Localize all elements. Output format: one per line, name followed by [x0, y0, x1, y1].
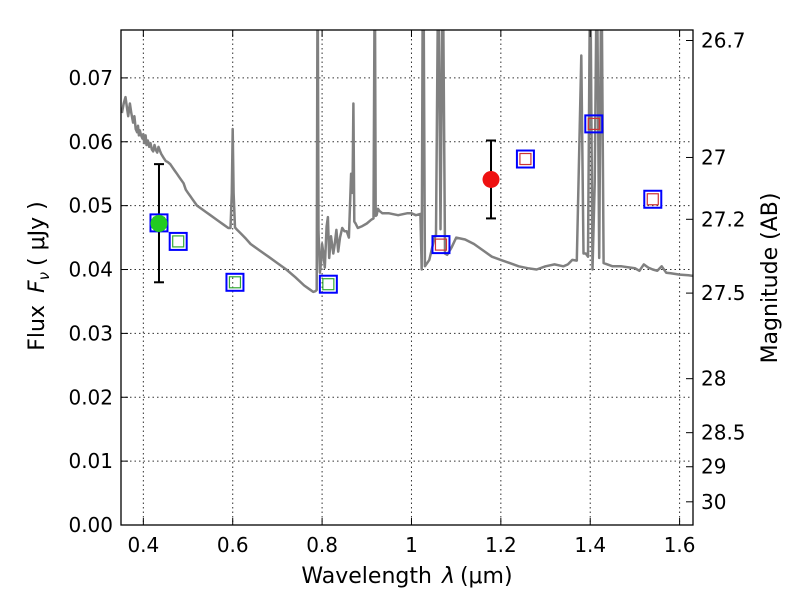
model-flux-marker-inner [322, 278, 335, 291]
model-flux-marker [584, 114, 604, 134]
model-flux-marker-inner [434, 238, 448, 251]
grid-lines [121, 30, 693, 526]
y2-tick-label: 27.5 [701, 281, 746, 305]
y2-tick-label: 29 [701, 455, 726, 479]
y-tick-label: 0.05 [68, 194, 113, 218]
y2-tick-label: 28.5 [701, 421, 746, 445]
y-tick-label: 0.04 [68, 258, 113, 282]
y-tick-label: 0.07 [68, 66, 113, 90]
x-tick-label: 1.4 [574, 533, 606, 557]
model-flux-marker [225, 272, 245, 292]
x-tick-label: 0.8 [306, 533, 338, 557]
y-tick-label: 0.03 [68, 321, 113, 345]
model-flux-marker-inner [646, 193, 659, 206]
y-tick-label: 0.02 [68, 385, 113, 409]
y2-tick-label: 27.2 [701, 207, 746, 231]
y2-tick-label: 28 [701, 367, 726, 391]
model-flux-marker [168, 231, 188, 251]
template-spectrum-line [121, 30, 693, 294]
model-flux-marker [318, 274, 338, 294]
observed-flux-marker [482, 170, 500, 188]
x-tick-label: 0.6 [217, 533, 249, 557]
plot-frame [120, 29, 694, 526]
markers-layer [149, 114, 663, 294]
y2-tick-label: 30 [701, 490, 726, 514]
plot-area [121, 30, 693, 294]
x-tick-label: 0.4 [127, 533, 159, 557]
model-flux-marker-inner [228, 276, 242, 289]
y-tick-label: 0.01 [68, 449, 113, 473]
y-axis-title: FluxFν( μJy ) [25, 201, 53, 350]
axis-ticks: 0.4 0.6 0.8 1 1.2 1.4 1.6 0.00 0.01 0.02 0.03 0.04 0… [68, 28, 745, 557]
y2-axis-title: Magnitude (AB) [758, 193, 783, 364]
y-tick-label: 0.06 [68, 130, 113, 154]
y-tick-label: 0.00 [68, 513, 113, 537]
model-flux-marker [515, 149, 535, 169]
x-tick-label: 1.6 [664, 533, 696, 557]
observed-flux-marker [150, 215, 168, 233]
y2-tick-label: 26.7 [701, 28, 746, 52]
model-flux-marker-inner [519, 152, 532, 166]
model-flux-marker [431, 235, 451, 255]
model-flux-marker [643, 189, 663, 209]
model-flux-marker-inner [172, 235, 185, 248]
x-tick-label: 1 [405, 533, 418, 557]
x-tick-label: 1.2 [485, 533, 517, 557]
model-flux-marker-inner [587, 117, 600, 130]
axes-frame [120, 29, 694, 526]
y2-tick-label: 27 [701, 145, 726, 169]
x-axis-title: Wavelength λ (μm) [301, 564, 512, 589]
